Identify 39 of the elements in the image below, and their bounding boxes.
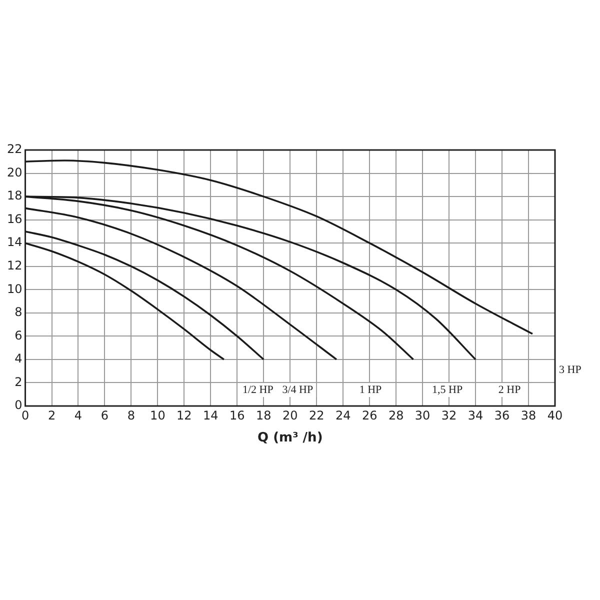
x-axis-title: Q (m³ /h) bbox=[258, 430, 323, 446]
text: 1 HP bbox=[359, 384, 382, 396]
y-tick-label: 4 bbox=[14, 352, 22, 366]
text: 3/4 HP bbox=[282, 384, 314, 396]
y-tick-label: 16 bbox=[6, 212, 22, 226]
x-tick-label: 24 bbox=[335, 408, 351, 422]
y-tick-label: 22 bbox=[6, 142, 22, 156]
x-tick-label: 6 bbox=[100, 408, 109, 422]
text: 1/2 HP bbox=[242, 384, 274, 396]
y-tick-label: 20 bbox=[6, 165, 22, 180]
y-tick-label: 6 bbox=[14, 328, 22, 342]
y-tick-label: 18 bbox=[6, 188, 22, 203]
x-tick-label: 22 bbox=[308, 408, 324, 422]
x-tick-label: 40 bbox=[547, 408, 563, 422]
x-tick-label: 16 bbox=[230, 408, 245, 422]
x-tick-label: 36 bbox=[494, 408, 510, 422]
x-tick-label: 12 bbox=[176, 408, 192, 422]
text: 3 HP bbox=[559, 364, 582, 376]
y-tick-label: 14 bbox=[6, 235, 22, 250]
x-tick-label: 14 bbox=[203, 408, 218, 422]
x-tick-label: 4 bbox=[74, 408, 82, 422]
x-tick-label: 20 bbox=[282, 408, 298, 422]
x-tick-label: 18 bbox=[256, 408, 272, 422]
x-tick-label: 28 bbox=[388, 408, 404, 422]
x-tick-label: 8 bbox=[127, 408, 136, 422]
x-tick-label: 26 bbox=[362, 408, 378, 422]
y-tick-label: 10 bbox=[6, 282, 22, 296]
x-tick-label: 2 bbox=[48, 408, 56, 422]
x-tick-label: 38 bbox=[520, 408, 536, 422]
x-tick-label: 10 bbox=[150, 408, 166, 422]
y-tick-label: 12 bbox=[6, 258, 22, 272]
y-tick-label: 0 bbox=[14, 398, 22, 412]
y-tick-label: 8 bbox=[14, 305, 22, 320]
x-tick-label: 30 bbox=[414, 408, 430, 422]
y-tick-label: 2 bbox=[14, 374, 22, 389]
x-tick-label: 32 bbox=[441, 408, 457, 422]
text: 1,5 HP bbox=[432, 384, 463, 396]
x-tick-label: 34 bbox=[468, 408, 484, 422]
text: 2 HP bbox=[498, 384, 521, 396]
